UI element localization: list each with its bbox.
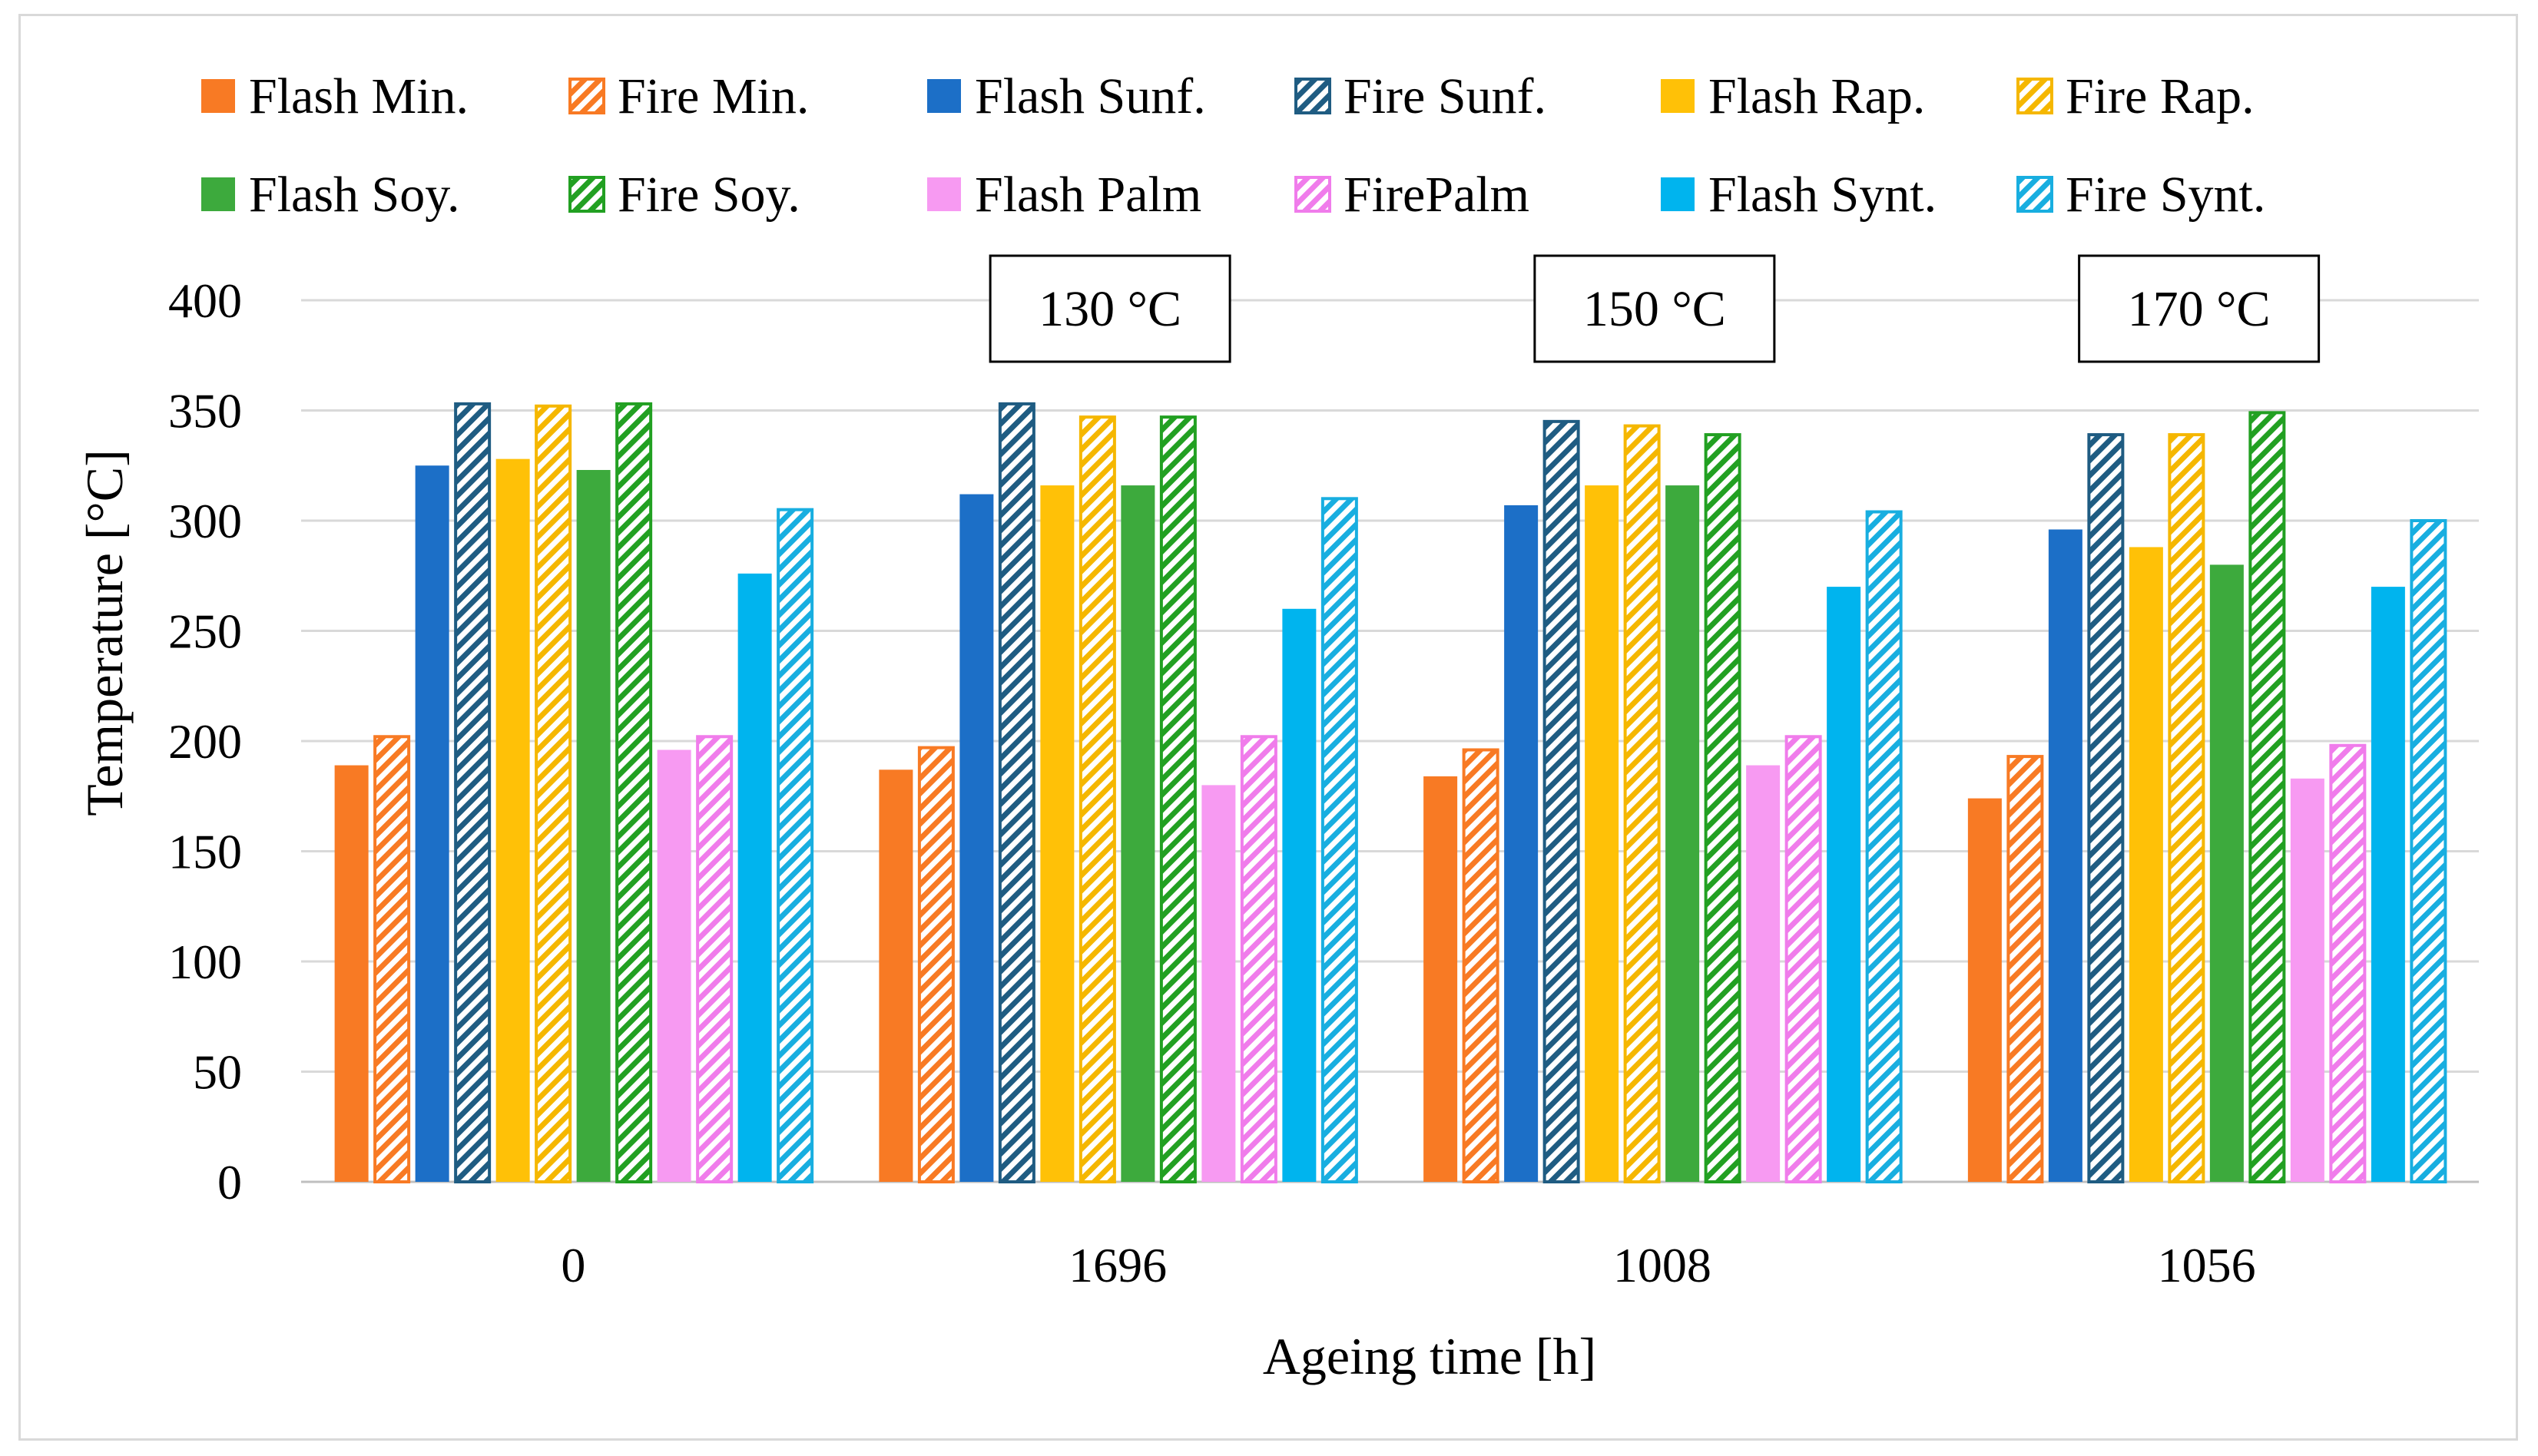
y-tick-label: 200 (168, 714, 242, 769)
bar-flash-synt-1008 (1827, 587, 1861, 1182)
chart-frame: Flash Min. Fire Min. Flash Sunf. Fire Sunf.… (18, 14, 2518, 1441)
bar-fire-synt-1696 (1320, 497, 1358, 1183)
x-tick-label: 0 (561, 1238, 585, 1292)
y-tick-label: 400 (168, 273, 242, 328)
legend-swatch-fire-sunf (1294, 78, 1331, 114)
legend-swatch-fire-min (568, 78, 605, 114)
bar-flash-sunf-1008 (1504, 505, 1539, 1182)
annotations: 130 °C 150 °C 170 °C (989, 254, 2321, 363)
y-tick-label: 300 (168, 494, 242, 548)
bar-fire-soy-1056 (2248, 411, 2286, 1183)
bar-firepalm-1056 (2329, 743, 2367, 1183)
x-tick-label: 1696 (1069, 1238, 1167, 1292)
bar-flash-palm-1008 (1746, 765, 1781, 1182)
bar-flash-synt-1056 (2371, 587, 2405, 1182)
bar-fire-rap-1008 (1623, 424, 1661, 1183)
bar-flash-rap-1008 (1585, 485, 1619, 1182)
bar-flash-rap-1056 (2129, 547, 2163, 1182)
legend-label-flash-sunf: Flash Sunf. (975, 68, 1206, 124)
axes: 0 50 100 150 200 250 300 350 400 0 1696 1008 1056 (168, 273, 2256, 1292)
bar-flash-min-1696 (879, 769, 913, 1182)
bar-fire-rap-1696 (1078, 415, 1116, 1183)
legend-swatch-flash-palm (927, 177, 961, 211)
bar-flash-rap-0 (495, 458, 530, 1182)
bar-flash-min-1056 (1967, 798, 2002, 1182)
legend-label-flash-min: Flash Min. (249, 68, 469, 124)
legend-swatch-flash-synt (1661, 177, 1695, 211)
annotation-box (989, 254, 1231, 363)
bar-fire-rap-1056 (2168, 433, 2205, 1183)
legend-swatch-fire-soy (568, 176, 605, 213)
bar-fire-soy-0 (615, 402, 653, 1183)
bar-flash-palm-1056 (2290, 778, 2324, 1182)
legend-swatch-fire-rap (2016, 78, 2053, 114)
bar-fire-min-1008 (1462, 748, 1499, 1183)
bar-fire-rap-0 (535, 404, 572, 1183)
y-tick-label: 350 (168, 384, 242, 438)
bar-fire-min-0 (373, 735, 411, 1183)
bar-fire-sunf-1008 (1542, 419, 1580, 1183)
bar-flash-sunf-1056 (2048, 529, 2082, 1182)
bar-flash-palm-0 (657, 750, 691, 1182)
legend-label-flash-palm: Flash Palm (975, 167, 1201, 223)
bar-flash-soy-1056 (2209, 564, 2244, 1182)
legend-swatch-firepalm (1294, 176, 1331, 213)
bar-firepalm-1696 (1240, 735, 1277, 1183)
annotation-label: 130 °C (1039, 281, 1181, 337)
legend: Flash Min. Fire Min. Flash Sunf. Fire Sunf.… (201, 68, 2265, 223)
annotation-box (1533, 254, 1776, 363)
bar-flash-palm-1696 (1201, 785, 1236, 1182)
y-tick-label: 250 (168, 604, 242, 659)
annotation-label: 150 °C (1583, 281, 1726, 337)
bar-fire-sunf-1056 (2087, 433, 2125, 1183)
x-tick-label: 1008 (1613, 1238, 1711, 1292)
bar-fire-min-1056 (2006, 755, 2044, 1183)
bar-fire-synt-1056 (2410, 519, 2447, 1183)
annotation-box (2078, 254, 2321, 363)
bar-fire-synt-0 (777, 508, 814, 1183)
legend-label-flash-rap: Flash Rap. (1708, 68, 1925, 124)
bar-fire-min-1696 (917, 746, 955, 1183)
bar-flash-min-1008 (1423, 776, 1458, 1182)
legend-label-firepalm: FirePalm (1344, 167, 1529, 223)
bar-flash-soy-1696 (1121, 485, 1155, 1182)
y-tick-label: 150 (168, 825, 242, 879)
bar-flash-soy-1008 (1665, 485, 1700, 1182)
bar-flash-soy-0 (576, 469, 611, 1182)
bar-fire-synt-1008 (1865, 510, 1903, 1183)
legend-swatch-flash-sunf (927, 79, 961, 113)
legend-swatch-fire-synt (2016, 176, 2053, 213)
legend-label-flash-soy: Flash Soy. (249, 167, 459, 223)
bar-flash-synt-1696 (1282, 608, 1317, 1182)
legend-swatch-flash-min (201, 79, 235, 113)
legend-label-fire-rap: Fire Rap. (2066, 68, 2255, 124)
bar-flash-sunf-1696 (959, 494, 994, 1182)
x-tick-label: 1056 (2158, 1238, 2256, 1292)
legend-swatch-flash-soy (201, 177, 235, 211)
x-axis-title: Ageing time [h] (1263, 1327, 1596, 1385)
legend-label-fire-synt: Fire Synt. (2066, 167, 2265, 223)
bar-fire-soy-1008 (1704, 433, 1741, 1183)
annotation-label: 170 °C (2128, 281, 2271, 337)
bar-flash-rap-1696 (1040, 485, 1075, 1182)
y-tick-label: 0 (217, 1155, 242, 1209)
legend-label-fire-min: Fire Min. (618, 68, 809, 124)
legend-label-fire-soy: Fire Soy. (618, 167, 800, 223)
y-tick-label: 50 (193, 1045, 242, 1100)
bar-flash-synt-0 (737, 573, 772, 1182)
y-axis-title: Temperature [°C] (75, 449, 134, 816)
bar-flash-sunf-0 (415, 465, 449, 1182)
bars (334, 402, 2447, 1183)
y-tick-label: 100 (168, 935, 242, 989)
bar-firepalm-0 (696, 735, 734, 1183)
bar-firepalm-1008 (1784, 735, 1822, 1183)
legend-swatch-flash-rap (1661, 79, 1695, 113)
bar-fire-soy-1696 (1159, 415, 1197, 1183)
legend-label-flash-synt: Flash Synt. (1708, 167, 1937, 223)
legend-label-fire-sunf: Fire Sunf. (1344, 68, 1546, 124)
bar-flash-min-0 (334, 765, 369, 1182)
bar-fire-sunf-1696 (998, 402, 1035, 1183)
bar-fire-sunf-0 (454, 402, 492, 1183)
bar-chart: Flash Min. Fire Min. Flash Sunf. Fire Sunf.… (75, 68, 2479, 1385)
